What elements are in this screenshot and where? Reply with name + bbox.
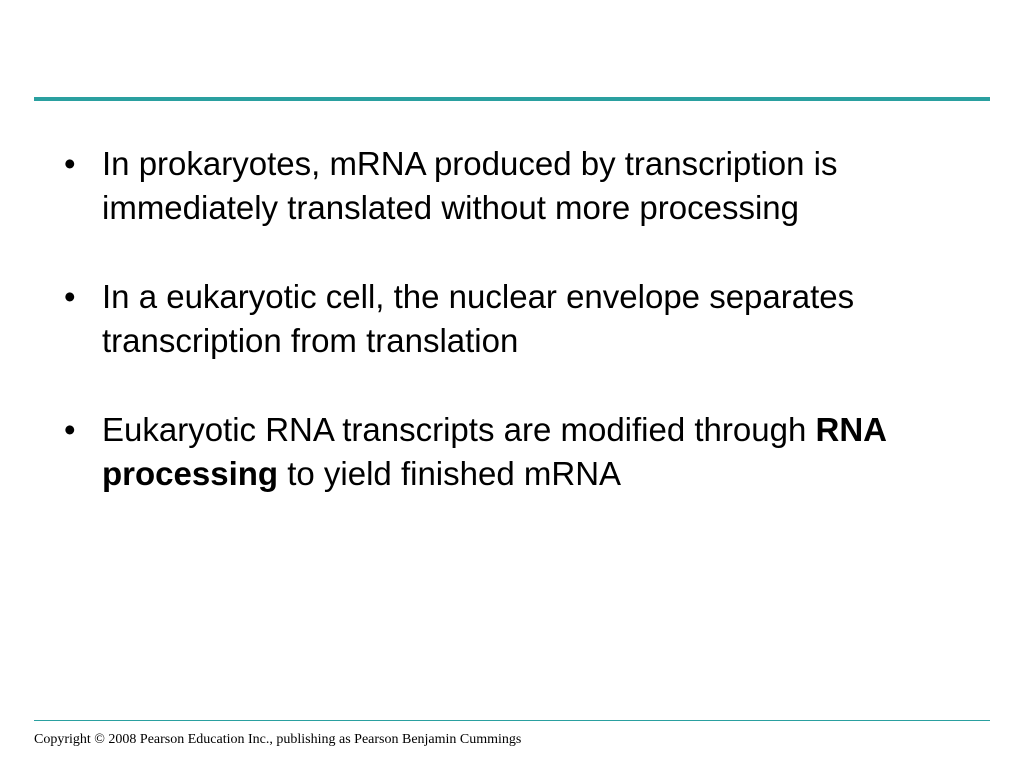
list-item: In a eukaryotic cell, the nuclear envelo… [54,275,960,362]
copyright-footer: Copyright © 2008 Pearson Education Inc.,… [34,732,521,748]
copyright-text: Copyright © 2008 Pearson Education Inc.,… [34,732,521,747]
bullet-list: In prokaryotes, mRNA produced by transcr… [54,142,960,495]
bullet-text-pre: Eukaryotic RNA transcripts are modified … [102,411,815,448]
list-item: Eukaryotic RNA transcripts are modified … [54,408,960,495]
divider-top [34,97,990,101]
bullet-text-pre: In prokaryotes, mRNA produced by transcr… [102,145,838,226]
bullet-text-post: to yield finished mRNA [278,455,621,492]
list-item: In prokaryotes, mRNA produced by transcr… [54,142,960,229]
divider-bottom [34,720,990,721]
slide: In prokaryotes, mRNA produced by transcr… [0,0,1024,768]
bullet-text-pre: In a eukaryotic cell, the nuclear envelo… [102,278,854,359]
content-area: In prokaryotes, mRNA produced by transcr… [54,142,960,541]
